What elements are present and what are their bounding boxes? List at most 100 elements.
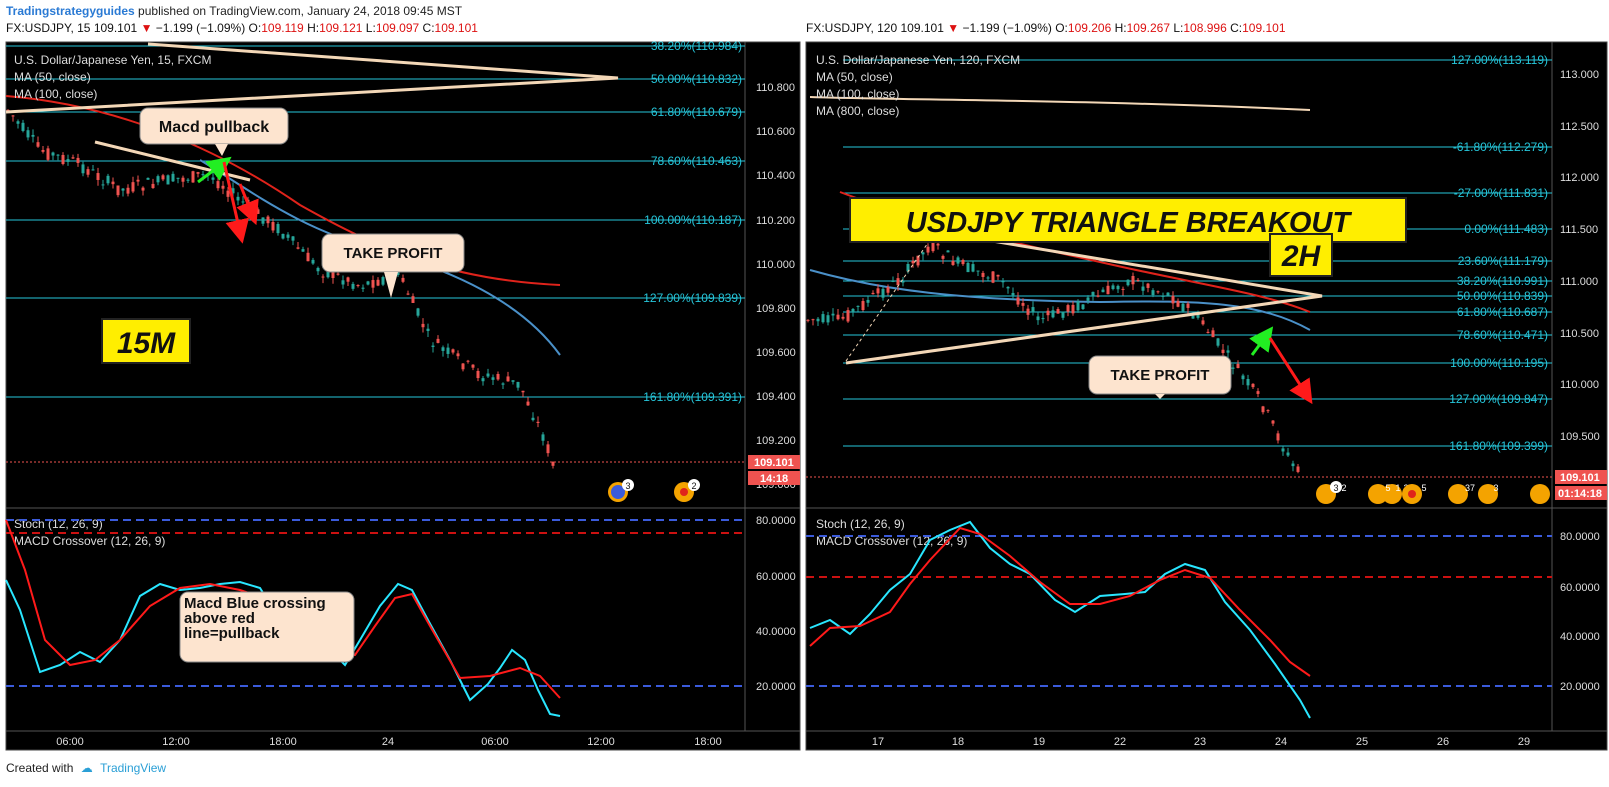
candle-body (171, 173, 175, 182)
time-tick: 22 (1114, 736, 1126, 748)
candle-body (286, 234, 290, 238)
flag-center (611, 485, 625, 499)
candle-body (241, 201, 245, 203)
candle-body (1216, 338, 1220, 346)
candle-body (66, 159, 70, 162)
candle-body (6, 109, 10, 111)
price-tick: 110.000 (1560, 379, 1599, 391)
candle-body (896, 278, 900, 286)
event-count: 3 (1333, 483, 1338, 493)
candle-body (21, 122, 25, 131)
fib-label: 23.60%(111.179) (1458, 254, 1548, 268)
us-flag-icon[interactable] (1448, 484, 1468, 504)
candle-body (501, 383, 505, 385)
candle-body (396, 270, 400, 275)
candle-body (491, 377, 495, 380)
candle-body (151, 183, 155, 189)
candle-body (136, 179, 140, 182)
candle-body (371, 280, 375, 288)
candle-body (821, 314, 825, 323)
badge-text: 2H (1281, 240, 1322, 273)
candle-body (1121, 288, 1125, 290)
fib-label: 61.80%(110.687) (1457, 305, 1548, 319)
candle-body (91, 169, 95, 171)
price-tick: 109.600 (756, 347, 796, 359)
candle-body (1051, 310, 1055, 318)
left-ticker: FX:USDJPY, 15 (6, 21, 91, 35)
flag-center (1408, 490, 1416, 498)
tradingview-logo-icon[interactable]: ☁ (80, 761, 93, 775)
left-chart[interactable]: 38.20%(110.984) 50.00%(110.832) 61.80%(1… (5, 39, 801, 751)
candle-body (1116, 285, 1120, 290)
candle-body (1141, 286, 1145, 291)
legend-title: U.S. Dollar/Japanese Yen, 15, FXCM (14, 53, 211, 67)
footer-text: Created with (6, 761, 74, 775)
event-icons[interactable]: 3 2 (608, 479, 700, 502)
left-high: 109.121 (319, 21, 363, 35)
time-tag-text: 14:18 (760, 473, 788, 485)
candle-body (416, 308, 420, 316)
candle-body (16, 121, 20, 124)
us-flag-icon[interactable] (1478, 484, 1498, 504)
candle-body (146, 177, 150, 180)
candle-body (961, 260, 965, 265)
fib-label: 161.80%(109.399) (1449, 439, 1548, 453)
fib-label: 127.00%(113.119) (1451, 53, 1548, 67)
event-icons[interactable]: 3 2 5 1 2 5 37 3 (1316, 481, 1550, 504)
left-change: −1.199 (−1.09%) (155, 21, 246, 35)
candle-body (956, 257, 960, 264)
right-high: 109.267 (1126, 21, 1171, 35)
price-tick: 112.500 (1560, 121, 1599, 133)
candle-body (861, 301, 865, 311)
candle-body (946, 250, 950, 253)
right-ticker: FX:USDJPY, 120 (806, 21, 898, 35)
right-chart[interactable]: 127.00%(113.119) -61.80%(112.279) -27.00… (805, 41, 1608, 751)
candle-body (311, 259, 315, 264)
candle-body (1006, 286, 1010, 289)
author-link[interactable]: Tradingstrategyguides (6, 4, 135, 18)
candle-body (356, 285, 360, 287)
price-tick: 110.000 (756, 259, 795, 271)
candle-body (831, 313, 835, 316)
us-flag-icon[interactable] (1530, 484, 1550, 504)
stoch-label: Stoch (12, 26, 9) (816, 517, 905, 531)
candle-body (1031, 307, 1035, 313)
timeframe-badge (1269, 233, 1333, 277)
tradingview-link[interactable]: TradingView (100, 761, 167, 775)
candle-body (381, 277, 385, 285)
time-tag-text: 01:14:18 (1558, 488, 1602, 500)
candle-body (306, 252, 310, 262)
price-tick: 109.800 (756, 303, 796, 315)
candle-body (816, 318, 820, 322)
candle-body (1071, 304, 1075, 314)
candle-body (991, 271, 995, 283)
us-flag-icon[interactable] (1382, 484, 1402, 504)
ma800-line (809, 96, 1311, 111)
candle-body (441, 347, 445, 351)
candle-body (266, 216, 270, 224)
candle-body (316, 267, 320, 272)
candle-body (1166, 292, 1170, 296)
candle-body (111, 181, 115, 185)
right-last: 109.101 (900, 21, 944, 35)
flag-center (680, 488, 688, 496)
macd-label: MACD Crossover (12, 26, 9) (816, 534, 967, 548)
time-tick: 06:00 (481, 736, 509, 748)
note-text: Macd Blue crossing above red line=pullba… (184, 596, 326, 642)
candle-body (846, 310, 850, 322)
us-flag-icon[interactable] (1368, 484, 1388, 504)
candle-body (976, 270, 980, 272)
candle-body (1156, 291, 1160, 293)
event-count: 2 (691, 481, 696, 491)
candle-body (901, 281, 905, 283)
down-arrow-icon: ▼ (140, 21, 153, 35)
right-low: 108.996 (1183, 21, 1227, 35)
candle-body (401, 277, 405, 282)
candle-body (481, 378, 485, 382)
candle-body (446, 347, 450, 354)
candle-body (426, 328, 430, 332)
note-container: Macd Blue crossing above red line=pullba… (184, 596, 326, 642)
candle-body (26, 130, 30, 138)
legend-ma100: MA (100, close) (816, 87, 899, 101)
candle-body (231, 188, 235, 194)
